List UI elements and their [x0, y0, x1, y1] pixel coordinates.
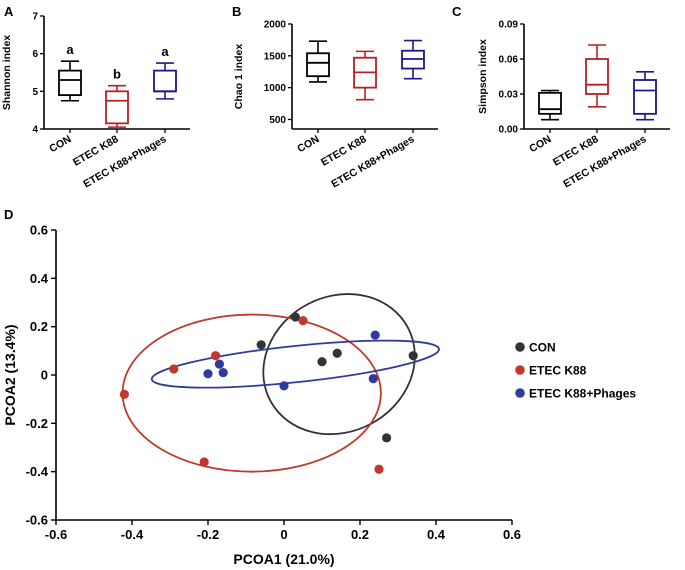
confidence-ellipse-etec-k88-phages [150, 339, 440, 389]
y-tick-label: 1000 [264, 83, 287, 94]
significance-letter: a [161, 44, 169, 59]
significance-letter: a [66, 42, 74, 57]
panel-letter-b: B [232, 4, 241, 19]
x-axis-title: PCOA1 (21.0%) [233, 551, 334, 567]
data-point-etec-k88-phages [203, 369, 213, 379]
box-etec-k88-phages [633, 71, 657, 121]
box-etec-k88-phages [153, 62, 177, 100]
y-axis-title: Shannon index [1, 35, 13, 110]
box-iqr [633, 79, 657, 115]
y-tick-label: 0 [41, 368, 48, 383]
box-etec-k88 [353, 50, 377, 101]
box-etec-k88 [105, 84, 129, 128]
panel-letter-a: A [4, 4, 14, 19]
x-tick-label: 0.2 [351, 527, 369, 542]
box-con [306, 40, 330, 83]
y-tick-label: 0.03 [499, 90, 519, 101]
data-point-etec-k88-phages [368, 374, 378, 384]
panel-letter-c: C [452, 4, 462, 19]
legend-label: ETEC K88 [529, 364, 587, 378]
category-label: ETEC K88+Phages [81, 133, 168, 190]
legend: CON ETEC K88 ETEC K88+Phages [515, 341, 636, 401]
data-point-etec-k88 [211, 351, 221, 361]
legend-marker [515, 342, 525, 352]
boxplot-panel-c: 0.00 0.03 0.06 0.09 Simpson index CON ETEC K88… [477, 20, 670, 190]
data-point-con [290, 312, 300, 322]
y-tick-label: 0.06 [499, 55, 519, 66]
y-tick-label: 0.00 [499, 125, 519, 136]
y-tick-label: -0.6 [26, 513, 48, 528]
x-tick-label: -0.2 [197, 527, 219, 542]
y-tick-label: -0.4 [26, 464, 49, 479]
data-point-etec-k88-phages [370, 330, 380, 340]
box-etec-k88 [585, 44, 609, 108]
x-tick-label: -0.6 [45, 527, 67, 542]
box-iqr [58, 69, 82, 97]
data-point-etec-k88 [298, 316, 308, 326]
box-iqr [585, 58, 609, 95]
box-iqr [538, 91, 562, 115]
box-con [58, 60, 82, 102]
y-axis-title: PCOA2 (13.4%) [2, 324, 18, 425]
pcoa-panel: -0.6 -0.4 -0.2 0 0.2 0.4 0.6 -0.6 -0.4 -0.2 0 0.2 0.… [2, 223, 636, 568]
x-tick-label: 0.6 [503, 527, 521, 542]
x-tick-label: 0.4 [427, 527, 446, 542]
category-label: ETEC K88+Phages [561, 133, 648, 190]
y-tick-label: 0.09 [499, 20, 519, 31]
data-point-etec-k88 [119, 389, 129, 399]
data-point-con [256, 340, 266, 350]
y-tick-label: 1500 [264, 51, 287, 62]
data-point-etec-k88 [199, 457, 209, 467]
box-iqr [153, 69, 177, 93]
box-iqr [306, 52, 330, 78]
box-con [538, 89, 562, 121]
y-axis-title: Chao 1 index [233, 44, 245, 110]
legend-label: CON [529, 341, 556, 355]
category-label: CON [527, 133, 553, 155]
y-axis-title: Simpson index [477, 39, 489, 114]
x-tick-label: -0.4 [121, 527, 144, 542]
y-tick-label: 0.6 [30, 223, 48, 238]
data-point-etec-k88-phages [279, 381, 289, 391]
y-tick-label: 0.4 [30, 271, 49, 286]
box-etec-k88-phages [401, 39, 425, 80]
data-point-con [317, 357, 327, 367]
y-tick-label: 5 [32, 87, 38, 98]
data-point-con [332, 348, 342, 358]
data-point-etec-k88 [374, 464, 384, 474]
significance-letter: b [113, 67, 121, 82]
category-label: CON [47, 133, 73, 155]
y-tick-label: 4 [32, 125, 38, 136]
data-point-etec-k88-phages [214, 359, 224, 369]
data-point-etec-k88-phages [218, 367, 228, 378]
legend-marker [515, 365, 525, 375]
data-point-con [382, 433, 392, 443]
legend-label: ETEC K88+Phages [529, 387, 636, 401]
y-tick-label: 0.2 [30, 319, 48, 334]
y-tick-label: 500 [269, 115, 286, 126]
x-tick-label: 0 [280, 527, 287, 542]
confidence-ellipse-etec-k88 [121, 313, 382, 473]
legend-marker [515, 388, 525, 398]
y-tick-label: 7 [32, 12, 38, 23]
data-point-con [408, 351, 418, 361]
category-label: ETEC K88+Phages [329, 133, 416, 190]
data-point-etec-k88 [169, 364, 179, 374]
panel-letter-d: D [4, 207, 13, 222]
y-tick-label: 6 [32, 49, 38, 60]
box-iqr [105, 90, 129, 125]
y-tick-label: -0.2 [26, 416, 48, 431]
y-tick-label: 2000 [264, 20, 287, 31]
category-label: CON [295, 133, 321, 155]
